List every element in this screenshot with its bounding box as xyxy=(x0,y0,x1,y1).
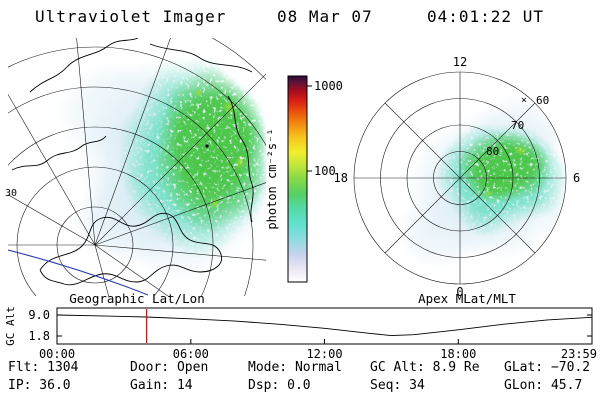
polar-panel-caption: Apex MLat/MLT xyxy=(418,291,516,306)
mlat-ring-label-60: 60 xyxy=(536,94,549,107)
map-panel-caption: Geographic Lat/Lon xyxy=(69,291,204,306)
mlt-label-6: 6 xyxy=(573,171,580,185)
header-date: 08 Mar 07 xyxy=(277,7,373,26)
status-glat: GLat: −70.2 xyxy=(504,360,590,375)
header-time: 04:01:22 UT xyxy=(427,7,544,26)
status-seq: Seq: 34 xyxy=(370,378,425,393)
map-footpoint-dot xyxy=(205,144,209,148)
time-tick-1200: 12:00 xyxy=(306,347,342,361)
time-tick-0000: 00:00 xyxy=(39,347,75,361)
map-terminator-line xyxy=(8,249,149,296)
colorbar: 1000 100 photon cm⁻²s⁻¹ xyxy=(265,75,343,283)
colorbar-gradient xyxy=(287,75,308,283)
status-bar: Flt: 1304 Door: Open Mode: Normal GC Alt… xyxy=(8,360,590,393)
polar-panel: 12 0 18 6 80 70 60 × xyxy=(334,55,581,299)
status-flt: Flt: 1304 xyxy=(8,360,79,375)
status-door: Door: Open xyxy=(130,360,208,375)
colorbar-tick-100: 100 xyxy=(314,164,336,178)
colorbar-units-label: photon cm⁻²s⁻¹ xyxy=(265,128,279,229)
time-tick-0600: 06:00 xyxy=(173,347,209,361)
status-glon: GLon: 45.7 xyxy=(504,378,582,393)
polar-aurora-image xyxy=(396,94,565,268)
status-ip: IP: 36.0 xyxy=(8,378,71,393)
mlt-label-18: 18 xyxy=(334,171,348,185)
map-panel: 30 xyxy=(5,38,266,296)
mlt-label-0: 0 xyxy=(456,285,463,299)
map-coastlines xyxy=(11,38,254,286)
map-aurora-image xyxy=(52,56,266,280)
gc-alt-plot-box xyxy=(56,307,593,345)
gc-alt-strip: GC Alt 9.0 1.8 00:00 06:00 12:00 18:00 2… xyxy=(4,306,597,361)
mlt-label-12: 12 xyxy=(453,55,467,69)
time-tick-2359: 23:59 xyxy=(561,347,597,361)
gc-alt-axis-label: GC Alt xyxy=(4,306,17,346)
app-title: Ultraviolet Imager xyxy=(35,7,226,26)
status-dsp: Dsp: 0.0 xyxy=(248,378,311,393)
time-tick-1800: 18:00 xyxy=(440,347,476,361)
gc-alt-ytick-1.8: 1.8 xyxy=(28,329,50,343)
gc-alt-curve xyxy=(56,314,592,337)
polar-cross-marker: × xyxy=(521,95,527,106)
status-gc-alt: GC Alt: 8.9 Re xyxy=(370,360,480,375)
gc-alt-ytick-9: 9.0 xyxy=(28,308,50,322)
mlat-ring-label-80: 80 xyxy=(486,145,499,158)
map-lat-tick-label: 30 xyxy=(5,188,17,199)
mlat-ring-label-70: 70 xyxy=(511,119,524,132)
status-gain: Gain: 14 xyxy=(130,378,193,393)
status-mode: Mode: Normal xyxy=(248,360,342,375)
colorbar-tick-1000: 1000 xyxy=(314,79,343,93)
polar-grid xyxy=(353,71,567,285)
